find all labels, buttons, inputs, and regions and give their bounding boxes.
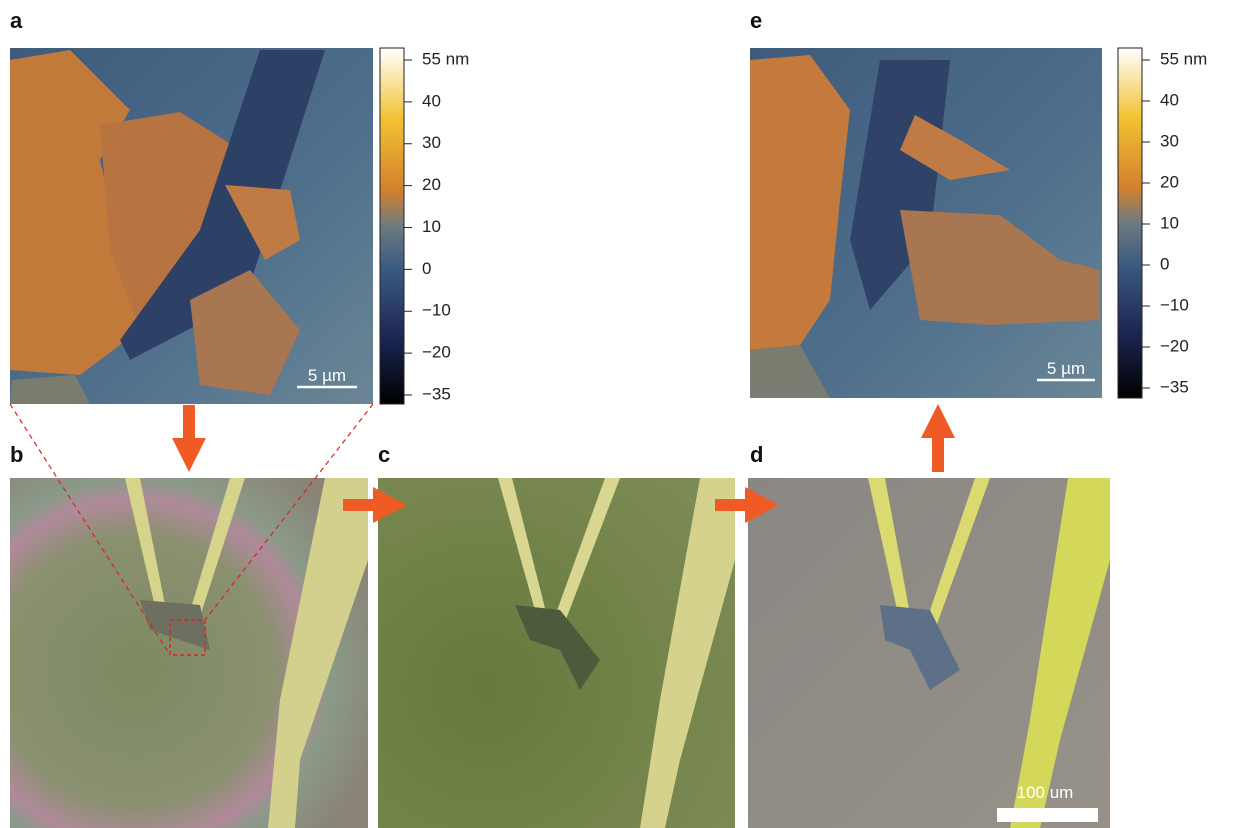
colorbar-tick-label: −10 xyxy=(1160,295,1189,314)
colorbar-tick-label: 55 nm xyxy=(1160,49,1207,68)
label: e xyxy=(750,8,762,33)
optical-image-c xyxy=(378,478,735,828)
label: 5 µm xyxy=(1047,359,1085,378)
colorbar-tick-label: 20 xyxy=(422,175,441,194)
label: a xyxy=(10,8,23,33)
label: 5 µm xyxy=(308,366,346,385)
shape xyxy=(172,438,206,472)
colorbar-tick-label: −35 xyxy=(1160,377,1189,396)
colorbar-tick-label: 30 xyxy=(422,133,441,152)
label: b xyxy=(10,442,23,467)
colorbar-tick-label: 10 xyxy=(422,217,441,236)
afm-image-e xyxy=(750,48,1102,398)
label: d xyxy=(750,442,763,467)
colorbar-tick-label: 40 xyxy=(1160,90,1179,109)
shape xyxy=(343,499,375,511)
colorbar-tick-label: 20 xyxy=(1160,172,1179,191)
optical-image-b xyxy=(10,478,368,828)
colorbar-tick-label: −20 xyxy=(422,343,451,362)
colorbar-tick-label: 55 nm xyxy=(422,49,469,68)
scale-bar-d xyxy=(997,808,1098,822)
colorbar-tick-label: −35 xyxy=(422,384,451,403)
colorbar-a xyxy=(380,48,404,404)
figure: a e b c d 5 µm 5 µm xyxy=(0,0,1238,828)
colorbar-tick-label: 0 xyxy=(422,259,431,278)
colorbar-tick-label: 30 xyxy=(1160,131,1179,150)
shape xyxy=(183,405,195,440)
afm-image-a xyxy=(10,48,373,404)
shape xyxy=(715,499,747,511)
colorbar-tick-label: 0 xyxy=(1160,254,1169,273)
colorbar-tick-label: 40 xyxy=(422,91,441,110)
shape xyxy=(921,404,955,438)
label: 100 um xyxy=(1017,783,1074,802)
label: c xyxy=(378,442,390,467)
colorbar-tick-label: −20 xyxy=(1160,336,1189,355)
colorbar-tick-label: 10 xyxy=(1160,213,1179,232)
colorbar-tick-label: −10 xyxy=(422,301,451,320)
colorbar-e xyxy=(1118,48,1142,398)
shape xyxy=(932,436,944,472)
optical-image-d xyxy=(748,478,1110,828)
